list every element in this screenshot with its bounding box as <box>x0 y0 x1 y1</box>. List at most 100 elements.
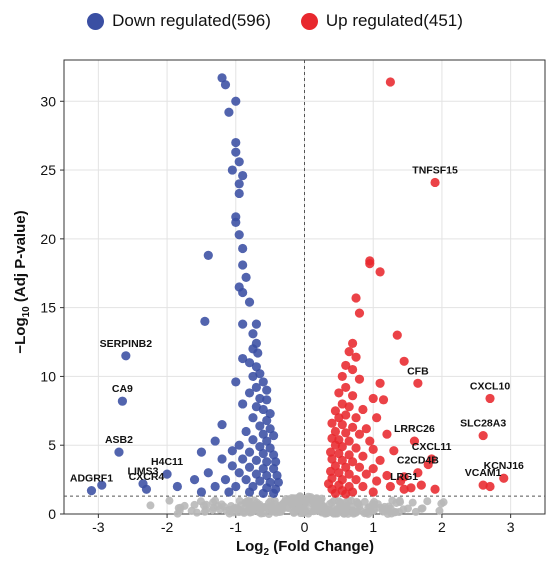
point-down-regulated <box>268 488 279 498</box>
point-up-regulated <box>368 487 378 497</box>
point-up-regulated <box>485 481 495 492</box>
point-down-regulated <box>258 464 268 474</box>
point-down-regulated <box>262 385 272 395</box>
point-not-significant <box>243 497 252 506</box>
point-up-regulated <box>399 484 409 494</box>
point-down-regulated <box>238 287 248 298</box>
point-down-regulated <box>238 170 248 181</box>
point-down-regulated <box>241 272 251 282</box>
point-up-regulated <box>372 476 382 486</box>
point-down-regulated <box>244 487 255 497</box>
point-down-regulated <box>248 371 258 382</box>
point-down-regulated <box>217 419 227 430</box>
point-not-significant <box>342 507 351 516</box>
point-up-regulated <box>378 395 389 405</box>
point-up-regulated <box>337 371 347 382</box>
point-down-regulated <box>203 468 213 478</box>
point-not-significant <box>378 507 387 516</box>
point-up-regulated <box>430 484 440 494</box>
point-down-regulated <box>217 73 227 83</box>
point-up-regulated <box>344 450 354 460</box>
point-up-regulated <box>416 480 426 490</box>
point-up-regulated <box>344 347 354 357</box>
point-down-regulated <box>238 319 248 329</box>
point-down-regulated <box>238 454 248 464</box>
point-down-regulated <box>203 250 213 260</box>
y-tick-label: 5 <box>48 437 56 453</box>
legend-item-down: Down regulated(596) <box>87 11 271 31</box>
point-up-regulated <box>375 267 385 277</box>
point-not-significant <box>320 504 329 513</box>
x-tick-label: 1 <box>369 519 377 535</box>
point-not-significant <box>309 507 318 516</box>
point-down-regulated <box>121 351 131 361</box>
point-not-significant <box>354 499 363 508</box>
point-down-regulated <box>231 481 241 492</box>
point-down-regulated <box>117 396 128 406</box>
point-down-regulated <box>241 426 251 437</box>
point-down-regulated <box>251 362 261 372</box>
gene-label: TNFSF15 <box>412 164 458 176</box>
point-down-regulated <box>265 443 275 453</box>
point-down-regulated <box>244 297 255 307</box>
point-down-regulated <box>210 481 220 492</box>
point-not-significant <box>304 492 313 501</box>
point-up-regulated <box>334 448 344 459</box>
point-down-regulated <box>238 243 248 254</box>
point-down-regulated <box>251 319 261 329</box>
point-up-regulated <box>330 426 341 437</box>
y-tick-label: 0 <box>48 506 56 522</box>
point-down-regulated <box>255 476 265 486</box>
point-down-regulated <box>234 230 244 240</box>
point-up-regulated <box>344 436 354 446</box>
point-up-regulated <box>344 402 354 412</box>
point-down-regulated <box>251 455 261 465</box>
point-up-regulated <box>348 391 358 401</box>
point-not-significant <box>301 502 310 511</box>
y-tick-label: 15 <box>40 300 56 316</box>
point-not-significant <box>349 506 358 515</box>
point-up-regulated <box>389 446 399 456</box>
point-up-regulated <box>485 393 495 404</box>
point-not-significant <box>344 497 353 506</box>
gene-label: SERPINB2 <box>100 338 153 350</box>
point-up-regulated <box>354 308 365 318</box>
point-up-regulated <box>330 406 341 416</box>
y-tick-label: 10 <box>40 368 56 384</box>
point-down-regulated <box>258 429 268 439</box>
point-down-regulated <box>234 157 244 167</box>
point-down-regulated <box>255 441 265 452</box>
x-tick-label: -1 <box>230 519 243 535</box>
point-up-regulated <box>499 473 509 483</box>
point-up-regulated <box>351 352 361 362</box>
point-up-regulated <box>392 330 402 340</box>
point-up-regulated <box>375 378 385 388</box>
point-up-regulated <box>365 436 375 446</box>
gene-label: LRG1 <box>390 471 418 483</box>
point-not-significant <box>211 496 220 505</box>
x-tick-label: -3 <box>92 519 105 535</box>
point-not-significant <box>360 497 369 506</box>
point-down-regulated <box>227 446 237 456</box>
point-up-regulated <box>354 374 365 384</box>
gene-label: LIMS3 <box>128 466 159 478</box>
point-up-regulated <box>348 457 358 467</box>
legend-down-label: Down regulated(596) <box>112 11 271 30</box>
point-up-regulated <box>361 469 371 479</box>
point-up-regulated <box>341 360 351 371</box>
point-not-significant <box>229 508 238 517</box>
point-down-regulated <box>258 377 268 387</box>
point-up-regulated <box>337 455 347 465</box>
point-down-regulated <box>253 348 263 358</box>
point-not-significant <box>248 506 257 515</box>
point-down-regulated <box>244 388 255 398</box>
point-up-regulated <box>337 441 347 452</box>
point-down-regulated <box>217 454 227 464</box>
point-not-significant <box>173 509 182 518</box>
point-up-regulated <box>334 388 344 398</box>
point-down-regulated <box>234 440 244 450</box>
point-up-regulated <box>348 364 358 375</box>
gene-label: CXCL10 <box>470 380 510 392</box>
point-up-regulated <box>413 378 423 388</box>
